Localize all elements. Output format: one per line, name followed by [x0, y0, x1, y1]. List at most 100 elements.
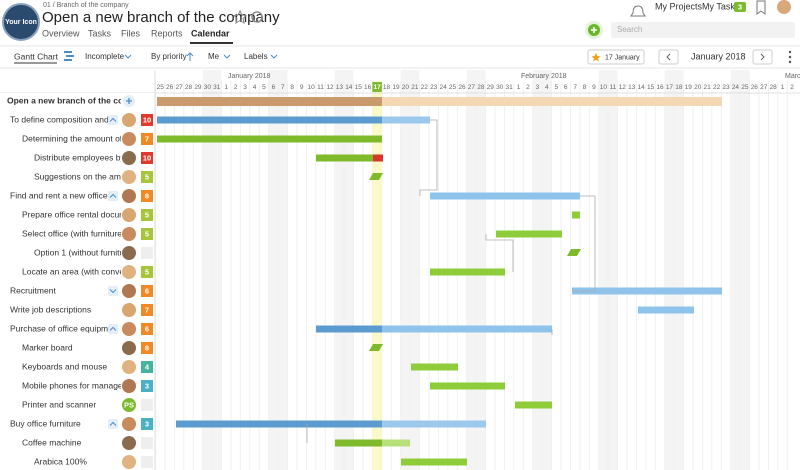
tab[interactable]: Overview [42, 28, 80, 38]
month-label: January 2018 [228, 73, 271, 80]
assignee-avatar[interactable] [122, 265, 136, 279]
toggle-button[interactable] [108, 115, 118, 125]
search-box[interactable] [611, 22, 795, 38]
day-label: 18 [675, 84, 683, 91]
sort-icon [186, 52, 194, 61]
toggle-button[interactable] [108, 419, 118, 429]
assignee-avatar[interactable] [122, 246, 136, 260]
prev-period[interactable] [658, 49, 679, 65]
assignee-avatar[interactable] [122, 417, 136, 431]
assignee-avatar[interactable] [122, 132, 136, 146]
task-name[interactable]: Buy office furniture [10, 418, 81, 428]
task-name[interactable]: Suggestions on the amou [34, 171, 131, 181]
assignee-avatar[interactable] [122, 208, 136, 222]
assignee-avatar[interactable] [122, 436, 136, 450]
weekend-column [212, 70, 222, 470]
task-name[interactable]: Select office (with furniture) [22, 228, 125, 238]
task-name[interactable]: Distribute employees by c [34, 152, 132, 162]
notifications-icon[interactable] [630, 5, 646, 17]
task-name[interactable]: Recruitment [10, 285, 56, 295]
filter-assignee[interactable]: Me [208, 52, 220, 61]
task-name[interactable]: Arabica 100% [34, 456, 87, 466]
day-label: 8 [583, 84, 587, 91]
assignee-avatar[interactable] [122, 341, 136, 355]
day-label: 12 [619, 84, 627, 91]
task-name[interactable]: Prepare office rental docume [22, 209, 131, 219]
task-name[interactable]: Determining the amount of e [22, 133, 130, 143]
today-button[interactable] [587, 49, 645, 65]
user-avatar[interactable] [777, 0, 791, 14]
next-period[interactable] [752, 49, 773, 65]
assignee-avatar[interactable] [122, 455, 136, 469]
my-tasks[interactable]: My Tasks [702, 1, 740, 11]
day-label: 2 [790, 84, 794, 91]
priority-badge [141, 418, 153, 430]
settings-icon[interactable] [251, 11, 263, 23]
star-icon[interactable] [232, 9, 248, 25]
task-name[interactable]: Purchase of office equipme [10, 323, 113, 333]
task-bar [430, 268, 505, 276]
task-bar [572, 287, 722, 295]
priority-badge [141, 228, 153, 240]
assignee-avatar[interactable] [122, 379, 136, 393]
tab[interactable]: Reports [151, 28, 183, 38]
task-name[interactable]: Marker board [22, 342, 73, 352]
task-name[interactable]: Find and rent a new office [10, 190, 108, 200]
task-name[interactable]: To define composition and [10, 114, 109, 124]
task-name[interactable]: Printer and scanner [22, 399, 96, 409]
task-bar [430, 192, 580, 200]
day-label: 8 [290, 84, 294, 91]
priority-value: 4 [145, 362, 150, 371]
day-label: 6 [272, 84, 276, 91]
day-label: 14 [345, 84, 353, 91]
day-label: 4 [545, 84, 549, 91]
assignee-avatar[interactable] [122, 360, 136, 374]
assignee-avatar[interactable] [122, 151, 136, 165]
my-projects[interactable]: My Projects [655, 1, 703, 11]
plus-icon [126, 98, 132, 104]
task-name[interactable]: Option 1 (without furniture [34, 247, 132, 257]
assignee-avatar[interactable] [122, 113, 136, 127]
filter-labels[interactable]: Labels [244, 52, 268, 61]
day-label: 29 [487, 84, 495, 91]
tab[interactable]: Calendar [191, 28, 230, 38]
assignee-avatar[interactable] [122, 322, 136, 336]
day-label: 3 [536, 84, 540, 91]
task-bar [572, 211, 580, 219]
toggle-button[interactable] [108, 191, 118, 201]
day-label: 1 [224, 84, 228, 91]
task-name[interactable]: Coffee machine [22, 437, 82, 447]
tab[interactable]: Files [121, 28, 141, 38]
breadcrumb[interactable]: 01 / Branch of the company [43, 2, 129, 9]
assignee-avatar[interactable] [122, 284, 136, 298]
assignee-avatar[interactable] [122, 227, 136, 241]
view-selector[interactable]: Gantt Chart [14, 51, 59, 61]
day-label: 7 [573, 84, 577, 91]
toggle-icon [109, 326, 117, 331]
task-name[interactable]: Locate an area (with conveni [22, 266, 131, 276]
gantt-icon[interactable] [64, 51, 74, 61]
task-name[interactable]: Write job descriptions [10, 304, 91, 314]
toggle-button[interactable] [108, 324, 118, 334]
task-name[interactable]: Mobile phones for managers [22, 380, 130, 390]
toggle-icon [109, 193, 117, 198]
logo[interactable] [2, 3, 40, 41]
assignee-avatar[interactable] [122, 170, 136, 184]
project-row[interactable]: Open a new branch of the co [7, 95, 123, 105]
assignee-avatar[interactable] [122, 398, 136, 412]
month-label: Marc [785, 73, 800, 80]
milestone [369, 344, 383, 351]
toggle-button[interactable] [108, 286, 118, 296]
bookmark-icon[interactable] [756, 0, 766, 15]
filter-incomplete[interactable]: Incomplete [85, 52, 125, 61]
assignee-avatar[interactable] [122, 303, 136, 317]
day-label: 24 [439, 84, 447, 91]
task-bar [411, 363, 458, 371]
toggle-icon [109, 289, 117, 294]
today-label: 17 January [605, 54, 640, 61]
prev-icon [666, 53, 671, 61]
sort-priority[interactable]: By priority [151, 52, 187, 61]
assignee-avatar[interactable] [122, 189, 136, 203]
tab[interactable]: Tasks [88, 28, 112, 38]
task-name[interactable]: Keyboards and mouse [22, 361, 107, 371]
